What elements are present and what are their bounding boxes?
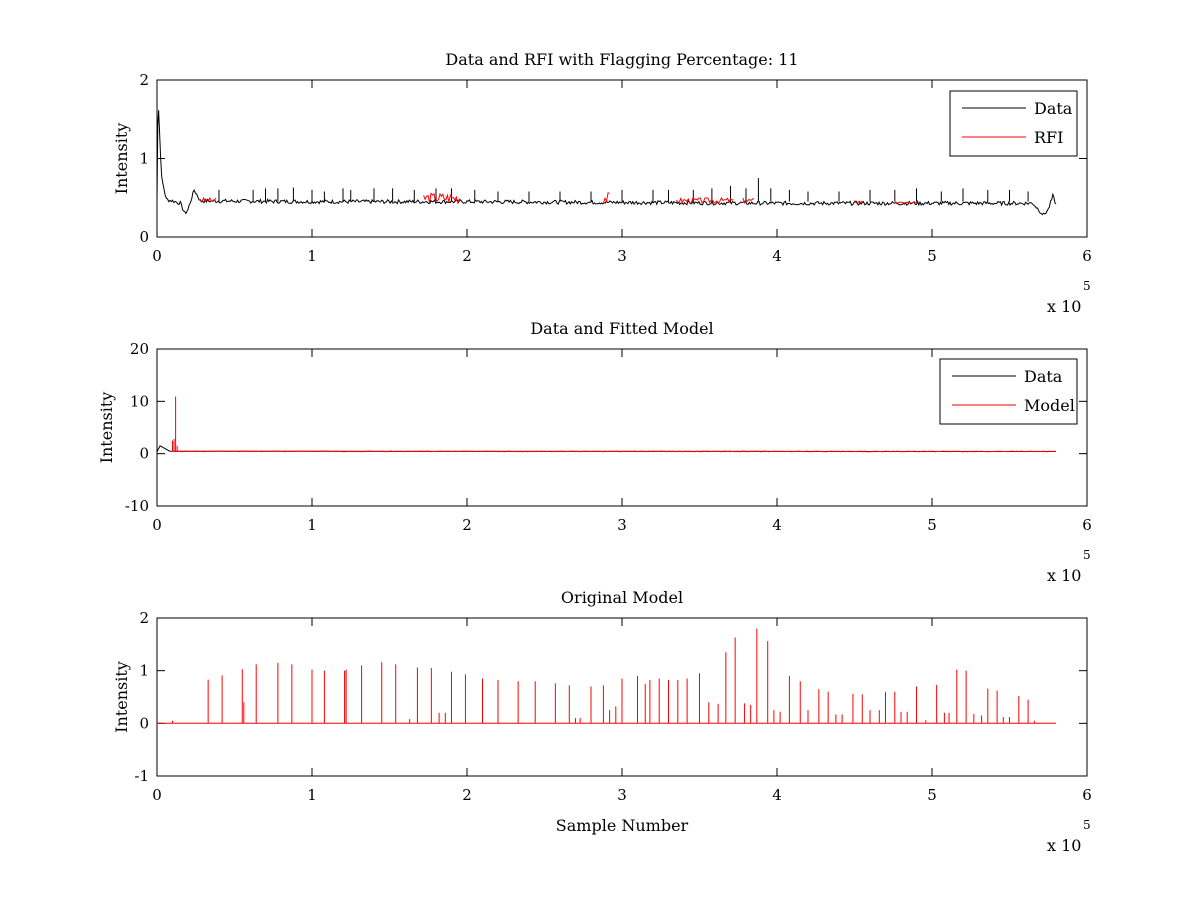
series-rfi-segment bbox=[675, 196, 734, 204]
y-axis-label: Intensity bbox=[112, 123, 131, 195]
plot-marks bbox=[157, 110, 1057, 216]
plot-area bbox=[156, 79, 1088, 238]
chart-panel-1: Data and RFI with Flagging Percentage: 1… bbox=[112, 50, 1092, 316]
x-multiplier-label: x 10 bbox=[1047, 836, 1081, 855]
plot-marks bbox=[157, 396, 1057, 453]
x-tick-label: 2 bbox=[462, 786, 472, 804]
x-tick-label: 6 bbox=[1082, 516, 1092, 534]
x-tick-label: 5 bbox=[927, 786, 937, 804]
x-multiplier-power: 5 bbox=[1083, 548, 1091, 562]
x-tick-label: 0 bbox=[152, 786, 162, 804]
x-tick-label: 1 bbox=[307, 247, 317, 265]
x-tick-label: 3 bbox=[617, 247, 627, 265]
x-multiplier-label: x 10 bbox=[1047, 566, 1081, 585]
x-axis-label: Sample Number bbox=[556, 816, 689, 835]
x-multiplier-power: 5 bbox=[1083, 818, 1091, 832]
y-tick-label: -10 bbox=[125, 497, 149, 515]
x-multiplier-power: 5 bbox=[1083, 279, 1091, 293]
legend: Data Model bbox=[939, 358, 1078, 425]
x-tick-label: 4 bbox=[772, 786, 782, 804]
y-tick-label: 2 bbox=[139, 609, 149, 627]
x-tick-label: 4 bbox=[772, 516, 782, 534]
y-tick-label: 0 bbox=[139, 228, 149, 246]
x-tick-label: 5 bbox=[927, 247, 937, 265]
plot-marks bbox=[157, 628, 1056, 724]
series-rfi-segment bbox=[207, 196, 217, 203]
x-tick-label: 0 bbox=[152, 247, 162, 265]
y-tick-label: 1 bbox=[139, 150, 149, 168]
legend-label-data: Data bbox=[1034, 99, 1073, 118]
y-axis-label: Intensity bbox=[97, 392, 116, 464]
x-tick-label: 5 bbox=[927, 516, 937, 534]
series-rfi-segment bbox=[742, 197, 755, 204]
series-rfi-segment bbox=[423, 192, 462, 205]
x-tick-label: 1 bbox=[307, 786, 317, 804]
series-data-line bbox=[157, 110, 1057, 216]
x-tick-label: 1 bbox=[307, 516, 317, 534]
series-model-line bbox=[172, 450, 1057, 453]
legend-label-data: Data bbox=[1024, 367, 1063, 386]
chart-title: Data and Fitted Model bbox=[530, 319, 713, 338]
legend-box bbox=[949, 90, 1078, 157]
y-tick-label: 20 bbox=[130, 340, 149, 358]
legend-box bbox=[939, 358, 1078, 425]
legend-label-rfi: RFI bbox=[1034, 128, 1063, 147]
x-tick-label: 6 bbox=[1082, 247, 1092, 265]
legend: Data RFI bbox=[949, 90, 1078, 157]
x-multiplier-label: x 10 bbox=[1047, 297, 1081, 316]
y-tick-label: 0 bbox=[139, 445, 149, 463]
series-rfi-segment bbox=[602, 192, 610, 204]
y-axis-label: Intensity bbox=[112, 661, 131, 733]
chart-title: Data and RFI with Flagging Percentage: 1… bbox=[445, 50, 798, 69]
y-tick-label: 2 bbox=[139, 71, 149, 89]
y-tick-label: 1 bbox=[139, 662, 149, 680]
x-tick-label: 2 bbox=[462, 247, 472, 265]
series-rfi-segment bbox=[854, 200, 863, 204]
legend-label-model: Model bbox=[1024, 396, 1075, 415]
x-tick-label: 2 bbox=[462, 516, 472, 534]
y-tick-label: 0 bbox=[139, 714, 149, 732]
series-rfi-segment bbox=[200, 196, 207, 203]
y-tick-label: 10 bbox=[130, 392, 149, 410]
chart-title: Original Model bbox=[561, 588, 683, 607]
series-rfi-segment bbox=[893, 201, 917, 204]
x-tick-label: 4 bbox=[772, 247, 782, 265]
plot-area bbox=[156, 348, 1088, 507]
x-tick-label: 3 bbox=[617, 786, 627, 804]
x-tick-label: 6 bbox=[1082, 786, 1092, 804]
x-tick-label: 0 bbox=[152, 516, 162, 534]
x-tick-label: 3 bbox=[617, 516, 627, 534]
y-tick-label: -1 bbox=[134, 767, 149, 785]
